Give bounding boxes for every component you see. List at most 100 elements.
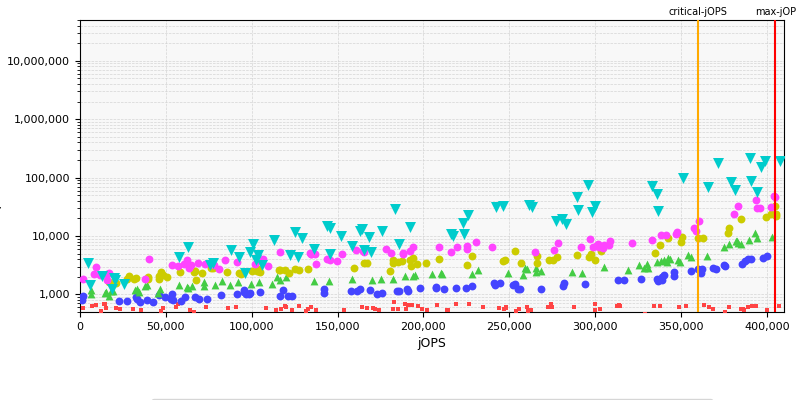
min — [500, 304, 513, 310]
90-th percentile — [641, 261, 654, 267]
90-th percentile — [517, 272, 530, 278]
95-th percentile — [595, 248, 608, 254]
99-th percentile — [199, 261, 212, 268]
min — [286, 306, 298, 313]
median — [286, 293, 298, 299]
min — [360, 304, 373, 311]
95-th percentile — [675, 238, 688, 245]
min — [279, 304, 292, 310]
median — [153, 292, 166, 298]
min — [589, 306, 602, 313]
median — [273, 293, 286, 300]
min — [441, 307, 454, 314]
90-th percentile — [132, 288, 145, 295]
min — [510, 308, 522, 314]
90-th percentile — [139, 283, 152, 289]
99-th percentile — [470, 239, 482, 246]
max — [238, 270, 251, 276]
median — [402, 288, 414, 294]
median — [757, 255, 770, 262]
max — [445, 230, 458, 237]
95-th percentile — [585, 251, 598, 257]
min — [86, 303, 98, 310]
median — [77, 293, 90, 299]
max — [750, 189, 763, 196]
median — [350, 288, 363, 295]
95-th percentile — [187, 268, 200, 275]
max — [458, 230, 470, 237]
99-th percentile — [693, 217, 706, 224]
99-th percentile — [486, 244, 498, 250]
99-th percentile — [178, 261, 190, 267]
min — [492, 305, 505, 311]
median — [193, 296, 206, 302]
median — [146, 299, 159, 305]
median — [166, 291, 178, 298]
min — [305, 304, 318, 310]
99-th percentile — [450, 244, 463, 250]
90-th percentile — [279, 274, 292, 280]
99-th percentile — [262, 263, 274, 269]
95-th percentile — [410, 261, 423, 268]
min — [415, 306, 428, 312]
min — [406, 302, 418, 308]
90-th percentile — [151, 290, 164, 296]
95-th percentile — [122, 273, 135, 279]
95-th percentile — [174, 269, 186, 275]
median — [414, 285, 426, 291]
99-th percentile — [586, 244, 599, 250]
Text: critical-jOPS: critical-jOPS — [669, 7, 727, 17]
99-th percentile — [100, 271, 113, 277]
max — [490, 204, 503, 210]
95-th percentile — [722, 225, 735, 232]
90-th percentile — [730, 237, 742, 244]
95-th percentile — [386, 260, 399, 266]
min — [77, 304, 90, 311]
95-th percentile — [515, 260, 528, 266]
99-th percentile — [670, 229, 683, 235]
95-th percentile — [153, 276, 166, 282]
95-th percentile — [283, 270, 296, 276]
95-th percentile — [697, 235, 710, 241]
median — [401, 285, 414, 292]
90-th percentile — [270, 274, 283, 280]
min — [611, 302, 624, 309]
90-th percentile — [386, 276, 399, 282]
min — [421, 307, 434, 314]
median — [493, 280, 506, 286]
90-th percentile — [535, 268, 548, 274]
max — [118, 281, 130, 288]
90-th percentile — [374, 276, 387, 282]
90-th percentile — [650, 258, 663, 265]
99-th percentile — [257, 256, 270, 262]
95-th percentile — [770, 213, 782, 219]
max — [376, 228, 389, 234]
90-th percentile — [426, 271, 438, 277]
max — [650, 191, 663, 198]
95-th percentile — [234, 271, 247, 277]
max — [754, 164, 767, 170]
max — [83, 282, 96, 288]
95-th percentile — [759, 213, 772, 220]
min — [114, 306, 126, 312]
90-th percentile — [232, 279, 245, 286]
95-th percentile — [273, 267, 286, 273]
median — [578, 281, 591, 287]
Text: max-jOP: max-jOP — [755, 7, 796, 17]
90-th percentile — [637, 265, 650, 272]
median — [282, 292, 294, 299]
min — [719, 308, 732, 315]
max — [646, 182, 658, 189]
95-th percentile — [254, 269, 267, 276]
max — [457, 220, 470, 226]
99-th percentile — [660, 232, 673, 238]
max — [758, 158, 771, 164]
median — [390, 288, 403, 294]
min — [702, 304, 715, 310]
99-th percentile — [690, 228, 702, 234]
median — [718, 262, 730, 268]
min — [155, 308, 168, 314]
99-th percentile — [330, 258, 343, 264]
max — [549, 218, 562, 224]
90-th percentile — [632, 262, 645, 269]
